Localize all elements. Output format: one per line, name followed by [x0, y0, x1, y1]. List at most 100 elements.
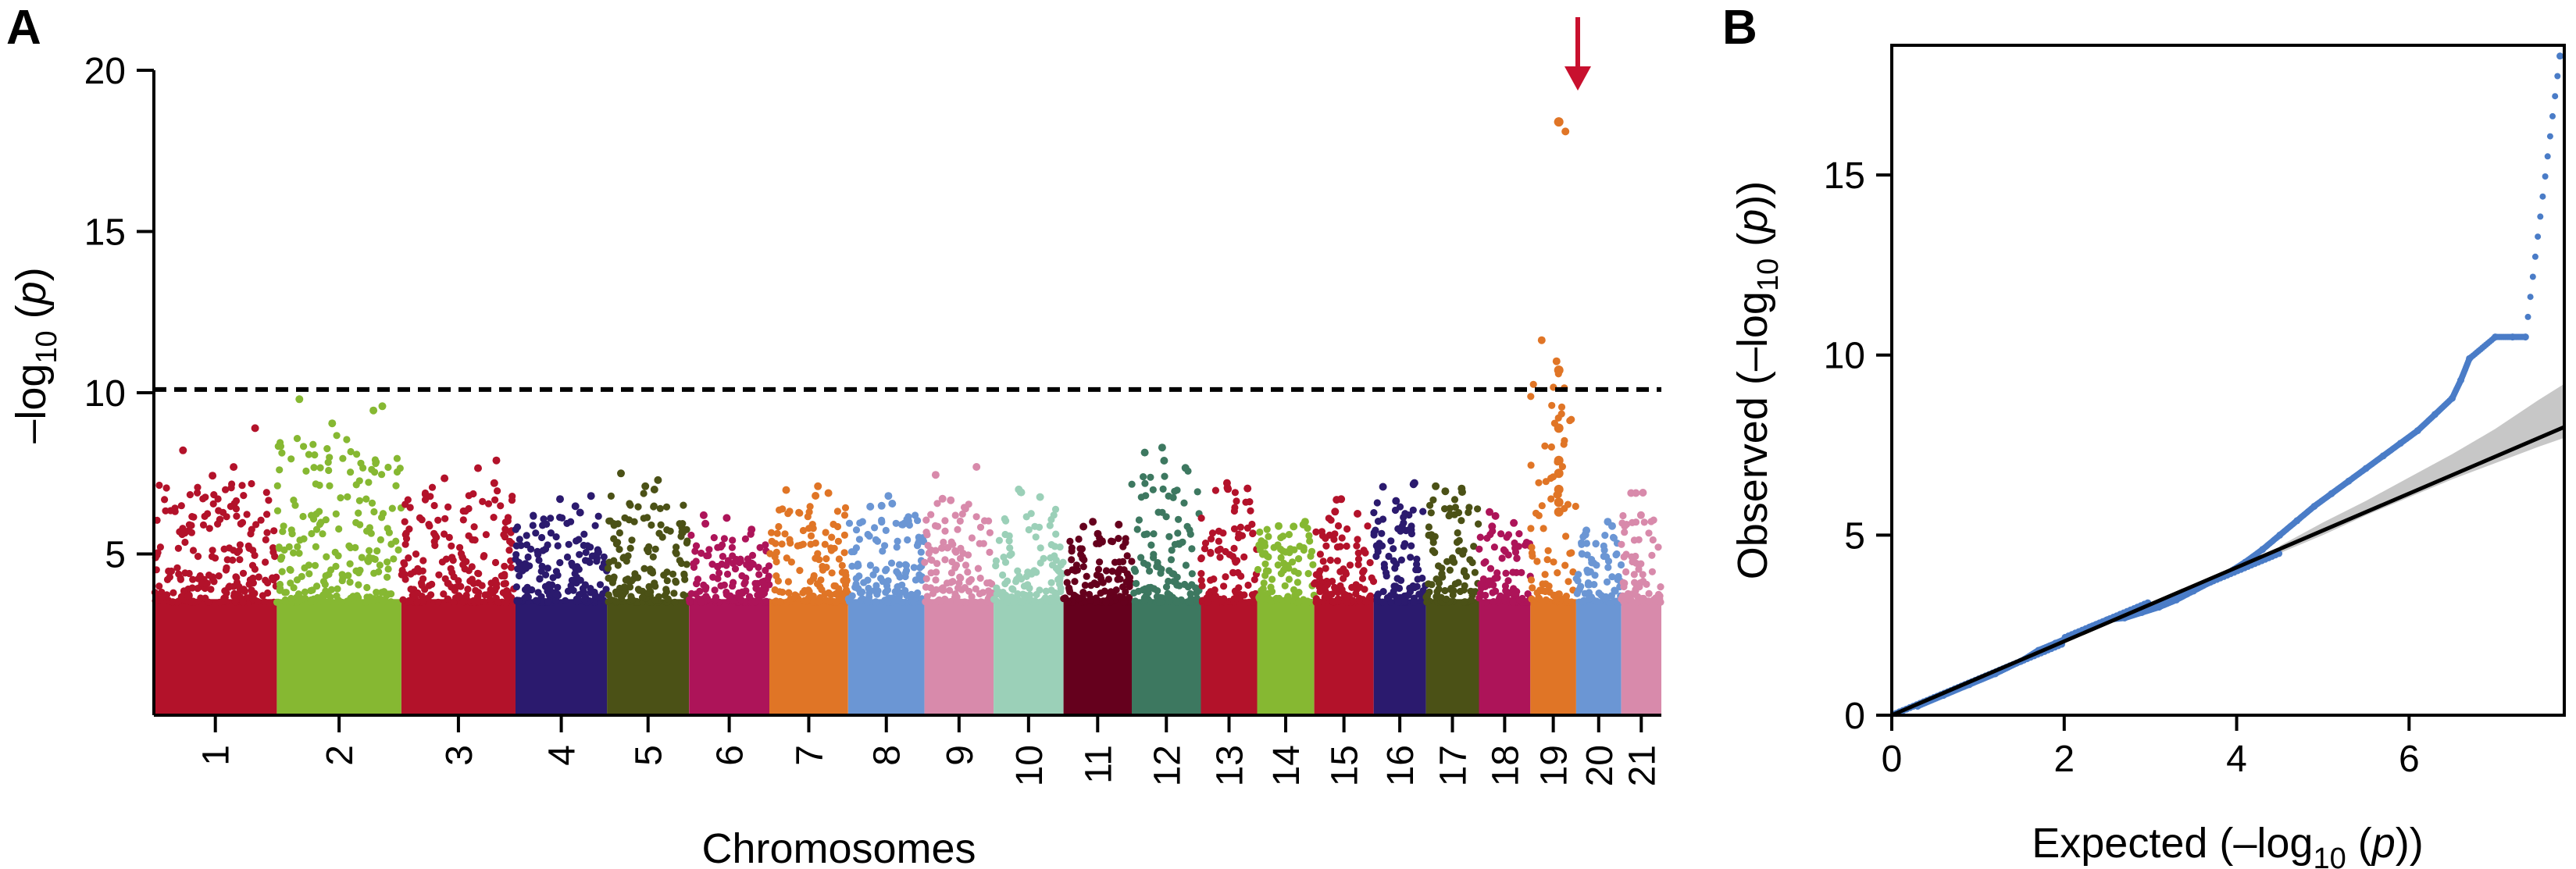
x-tick-label-chr-20: 20 [1579, 745, 1621, 786]
snp-point [456, 543, 464, 551]
snp-point [1632, 559, 1640, 567]
chromosome-band-19 [1530, 599, 1576, 715]
snp-point [1547, 443, 1555, 451]
snp-point [1249, 529, 1257, 538]
snp-point [677, 559, 686, 568]
x-tick-label-chr-1: 1 [196, 745, 237, 766]
snp-point [1131, 597, 1139, 605]
snp-point [751, 579, 759, 587]
snp-point [547, 529, 555, 537]
snp-point [650, 486, 658, 493]
snp-point [366, 524, 373, 532]
snp-point [523, 532, 530, 540]
snp-point [1427, 509, 1435, 517]
snp-point [698, 549, 705, 557]
snp-point [294, 543, 301, 550]
snp-point [1390, 557, 1397, 564]
snp-point [194, 489, 202, 497]
snp-point [1165, 492, 1172, 500]
snp-point [277, 555, 285, 563]
snp-point [1047, 515, 1055, 524]
snp-point [1529, 380, 1537, 388]
snp-point [231, 598, 239, 606]
snp-point [647, 568, 655, 575]
snp-point [1397, 556, 1405, 564]
snp-point [1147, 541, 1155, 549]
snp-point [679, 529, 687, 536]
y-tick-label: 20 [84, 51, 126, 92]
snp-point [394, 546, 402, 554]
snp-point [1333, 557, 1341, 564]
snp-point [278, 449, 286, 457]
snp-point [959, 550, 967, 557]
x-tick-label-chr-21: 21 [1622, 745, 1663, 786]
snp-point [917, 548, 925, 556]
highlight-snp-point [1554, 455, 1564, 465]
snp-point [912, 590, 921, 598]
snp-point [709, 573, 717, 581]
snp-point [1102, 598, 1110, 607]
snp-point [1207, 576, 1215, 584]
snp-point [720, 535, 729, 543]
snp-point [219, 508, 227, 517]
snp-point [593, 557, 601, 565]
snp-point [1248, 520, 1256, 529]
snp-point [501, 571, 508, 579]
snp-point [1208, 529, 1217, 537]
snp-point [322, 587, 330, 595]
snp-point [1591, 572, 1599, 579]
snp-point [1387, 537, 1395, 545]
highlight-snp-point [1554, 468, 1564, 479]
snp-point [1635, 565, 1643, 573]
snp-point [1608, 522, 1616, 530]
snp-point [1581, 530, 1589, 539]
snp-point [161, 496, 169, 504]
snp-point [614, 561, 622, 569]
snp-point [1423, 598, 1431, 606]
snp-point [251, 424, 259, 433]
snp-point [1001, 580, 1009, 588]
snp-point [554, 542, 562, 550]
snp-point [1333, 496, 1341, 504]
snp-point [1618, 519, 1626, 527]
snp-point [316, 481, 323, 490]
snp-point [976, 523, 985, 531]
snp-point [946, 586, 954, 594]
snp-point [1005, 532, 1013, 540]
snp-point [541, 545, 550, 553]
snp-point [1068, 556, 1076, 564]
snp-point [927, 569, 935, 577]
snp-point [552, 591, 560, 599]
snp-point [233, 512, 241, 520]
snp-point [1180, 499, 1188, 507]
snp-point [1006, 544, 1014, 552]
snp-point [965, 587, 973, 595]
snp-point [1575, 586, 1582, 594]
snp-point [747, 525, 756, 534]
snp-point [1229, 568, 1237, 576]
snp-point [1130, 565, 1138, 573]
snp-point [279, 528, 287, 536]
snp-point [321, 581, 329, 589]
snp-point [181, 538, 189, 547]
snp-point [638, 593, 647, 601]
snp-point [1649, 536, 1657, 544]
snp-point [1394, 598, 1402, 607]
snp-point [388, 504, 396, 512]
snp-point [1047, 586, 1055, 594]
snp-point [929, 589, 937, 597]
snp-point [651, 579, 658, 587]
snp-point [269, 574, 277, 582]
snp-point [1069, 598, 1076, 606]
snp-point [262, 558, 269, 566]
snp-point [1193, 589, 1201, 597]
snp-point [455, 577, 462, 585]
snp-point [459, 516, 467, 524]
snp-point [933, 560, 941, 568]
snp-point [1648, 551, 1656, 559]
snp-point [615, 529, 624, 537]
snp-point [491, 558, 500, 567]
snp-point [1208, 535, 1215, 543]
snp-point [1059, 558, 1067, 566]
snp-point [323, 598, 330, 607]
